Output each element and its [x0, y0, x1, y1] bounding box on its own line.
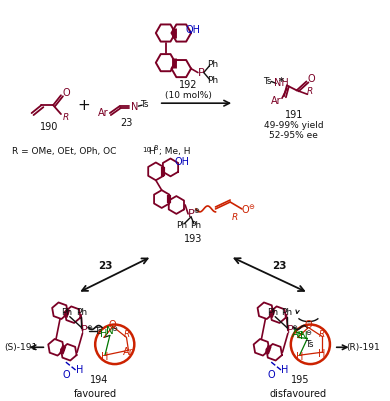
Text: Ar: Ar	[98, 108, 108, 118]
Text: ⊖: ⊖	[249, 204, 255, 210]
Text: R = OMe, OEt, OPh, OC: R = OMe, OEt, OPh, OC	[12, 147, 117, 156]
Text: Ts: Ts	[263, 77, 271, 86]
Text: ⊕: ⊕	[86, 324, 92, 330]
Text: Ph: Ph	[207, 76, 218, 85]
Text: Ph: Ph	[190, 221, 202, 230]
Text: H: H	[281, 365, 289, 375]
Text: H: H	[296, 352, 303, 362]
Text: ∗: ∗	[278, 75, 285, 84]
Text: H: H	[101, 352, 109, 362]
Text: 49-99% yield: 49-99% yield	[264, 122, 324, 130]
Text: R: R	[63, 113, 69, 122]
Text: OH: OH	[186, 25, 200, 35]
Text: Ts: Ts	[305, 340, 314, 349]
Text: 23: 23	[98, 261, 112, 271]
Text: 195: 195	[291, 375, 310, 385]
Text: Ph: Ph	[76, 308, 87, 317]
Text: Ph: Ph	[267, 308, 278, 317]
Text: O: O	[62, 88, 70, 98]
Text: (S)-191: (S)-191	[4, 343, 37, 352]
Text: 8: 8	[154, 145, 158, 151]
Text: ; Me, H: ; Me, H	[159, 147, 190, 156]
Text: +: +	[77, 98, 90, 113]
Text: Ar: Ar	[292, 330, 303, 339]
Text: P: P	[197, 67, 204, 77]
Text: 191: 191	[285, 110, 303, 120]
Text: H: H	[148, 147, 155, 156]
Text: disfavoured: disfavoured	[269, 389, 326, 399]
Text: ⊖: ⊖	[112, 326, 118, 332]
Text: P: P	[188, 209, 195, 219]
Text: R: R	[123, 330, 129, 339]
Text: 194: 194	[90, 375, 108, 385]
Text: 52-95% ee: 52-95% ee	[269, 131, 318, 140]
Text: O: O	[268, 370, 275, 380]
Text: ⊕: ⊕	[292, 324, 298, 330]
Text: H: H	[318, 349, 326, 359]
Text: Ar: Ar	[123, 347, 134, 357]
Text: Ph: Ph	[207, 60, 218, 69]
Text: Ts: Ts	[140, 100, 148, 109]
Text: R: R	[232, 213, 238, 222]
Text: 193: 193	[184, 233, 202, 243]
Text: N: N	[106, 326, 114, 336]
Text: H: H	[76, 365, 83, 375]
Text: N: N	[300, 331, 307, 341]
Text: P: P	[81, 326, 88, 336]
Text: Ts: Ts	[94, 327, 102, 336]
Text: O: O	[305, 320, 312, 330]
Text: (10 mol%): (10 mol%)	[165, 91, 211, 100]
Text: Ph: Ph	[176, 221, 187, 230]
Text: 23: 23	[120, 118, 133, 128]
Text: O: O	[308, 75, 315, 85]
Text: H: H	[100, 330, 108, 339]
Text: ⊕: ⊕	[193, 208, 199, 214]
Text: NH: NH	[274, 79, 288, 88]
Text: Ph: Ph	[281, 308, 292, 317]
Text: 192: 192	[179, 80, 197, 90]
Text: 23: 23	[272, 261, 286, 271]
Text: N: N	[131, 102, 138, 112]
Text: ⊖: ⊖	[305, 330, 311, 336]
Text: O: O	[109, 320, 117, 330]
Text: O: O	[241, 205, 249, 215]
Text: Ar: Ar	[271, 96, 282, 106]
Text: R: R	[319, 330, 325, 339]
Text: 10: 10	[142, 147, 151, 153]
Text: OH: OH	[175, 158, 190, 168]
Text: 190: 190	[40, 122, 58, 132]
Text: (R)-191: (R)-191	[346, 343, 380, 352]
Text: P: P	[286, 326, 293, 336]
Text: O: O	[62, 370, 70, 380]
Text: favoured: favoured	[74, 389, 117, 399]
Text: R: R	[307, 87, 314, 96]
Text: Ph: Ph	[61, 308, 73, 317]
